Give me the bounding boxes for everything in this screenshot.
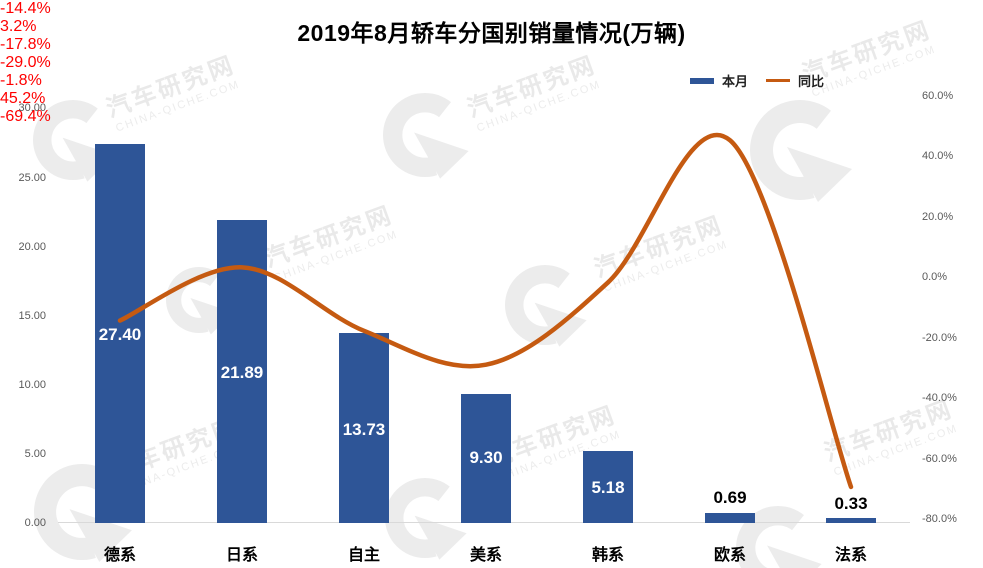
left-axis-tick: 30.00 (18, 102, 46, 115)
yoy-percent-label: -17.8% (0, 36, 51, 53)
category-label: 自主 (347, 547, 380, 564)
watermark-logo-icon (750, 98, 865, 213)
bar-value-label: 9.30 (469, 448, 503, 467)
category-label: 德系 (103, 547, 136, 564)
watermark-logo-icon (736, 504, 833, 568)
legend-label-yoy: 同比 (798, 74, 825, 89)
bar-美系 (461, 394, 511, 523)
legend-line-swatch (766, 79, 791, 82)
right-axis-tick: -80.0% (922, 513, 957, 525)
bar-韩系 (583, 451, 633, 523)
right-axis-tick: 20.0% (922, 210, 954, 223)
category-label: 欧系 (713, 547, 746, 564)
yoy-percent-label: -14.4% (0, 0, 51, 17)
category-label: 美系 (469, 547, 502, 564)
left-axis-tick: 20.00 (18, 240, 46, 253)
right-axis-tick: -20.0% (922, 331, 957, 344)
left-axis-tick: 15.00 (18, 309, 46, 322)
yoy-percent-label: 45.2% (0, 90, 46, 107)
bar-value-label: 0.69 (713, 488, 747, 507)
legend-bar-swatch (690, 77, 714, 84)
yoy-percent-label: -1.8% (0, 72, 42, 89)
left-axis-tick: 10.00 (18, 378, 46, 391)
chart-title: 2019年8月轿车分国别销量情况(万辆) (297, 20, 686, 46)
bar-value-label: 5.18 (591, 478, 625, 497)
right-axis-tick: 60.0% (922, 89, 954, 102)
left-axis-tick: 25.00 (18, 171, 46, 184)
category-label: 韩系 (591, 547, 624, 564)
category-label: 日系 (225, 547, 258, 564)
left-axis-tick: 0.00 (24, 517, 46, 529)
bar-自主 (339, 333, 389, 523)
bar-value-label: 0.33 (834, 494, 868, 513)
bar-欧系 (705, 513, 755, 523)
left-axis-tick: 5.00 (24, 447, 46, 460)
right-axis-tick: -40.0% (922, 392, 957, 404)
right-axis-tick: -60.0% (922, 452, 957, 465)
bar-value-label: 13.73 (342, 420, 386, 439)
bar-德系 (95, 144, 145, 523)
yoy-percent-label: 3.2% (0, 18, 37, 35)
category-label: 法系 (834, 547, 867, 564)
chart-legend: 本月 同比 (690, 71, 826, 90)
right-axis-tick: 0.0% (922, 271, 948, 283)
watermark-logo-icon (383, 91, 480, 188)
yoy-percent-label: -69.4% (0, 108, 51, 125)
bar-法系 (826, 518, 876, 523)
yoy-percent-label: -29.0% (0, 54, 51, 71)
bar-value-label: 27.40 (98, 325, 142, 344)
bar-value-label: 21.89 (220, 363, 264, 382)
legend-label-this-month: 本月 (722, 74, 749, 89)
right-axis-tick: 40.0% (922, 150, 954, 162)
